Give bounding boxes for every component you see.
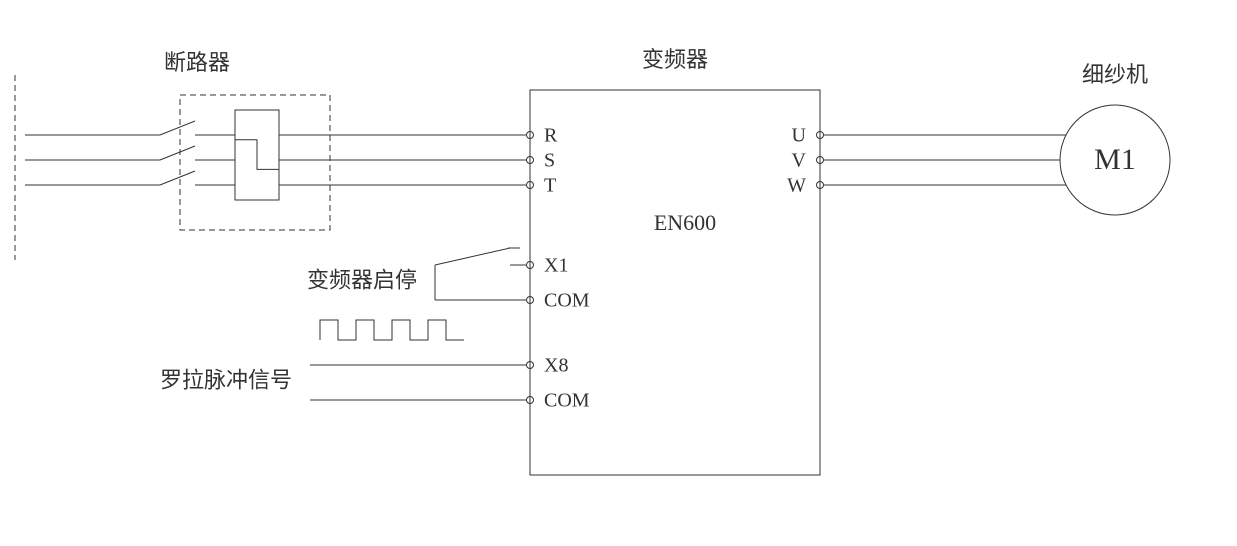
pulse-train-icon <box>320 320 464 340</box>
breaker-contact <box>160 146 195 160</box>
breaker-dash-box <box>180 95 330 230</box>
pulse-label: 罗拉脉冲信号 <box>160 368 292 393</box>
terminal-U: U <box>792 125 807 147</box>
breaker-step-icon <box>235 140 279 170</box>
terminal-S: S <box>544 150 555 172</box>
wiring-diagram: 变频器 EN600 RST X1 COM X8 COM UVW 断路器 M1 细纱机变频器启停罗拉脉… <box>0 0 1237 546</box>
startstop-contact <box>435 248 510 265</box>
terminal-R: R <box>544 125 558 147</box>
inverter-box <box>530 90 820 475</box>
breaker-label: 断路器 <box>164 50 230 75</box>
terminal-COM1: COM <box>544 290 590 312</box>
startstop-label: 变频器启停 <box>307 268 417 293</box>
inverter-model: EN600 <box>654 210 716 235</box>
terminal-V: V <box>792 150 807 172</box>
motor-label: 细纱机 <box>1082 62 1148 87</box>
breaker-contact <box>160 121 195 135</box>
terminal-X8: X8 <box>544 355 568 377</box>
terminal-COM2: COM <box>544 390 590 412</box>
motor-id: M1 <box>1094 143 1136 176</box>
terminal-T: T <box>544 175 556 197</box>
inverter-label: 变频器 <box>642 47 708 72</box>
breaker-contact <box>160 171 195 185</box>
terminal-X1: X1 <box>544 255 568 277</box>
terminal-W: W <box>787 175 806 197</box>
